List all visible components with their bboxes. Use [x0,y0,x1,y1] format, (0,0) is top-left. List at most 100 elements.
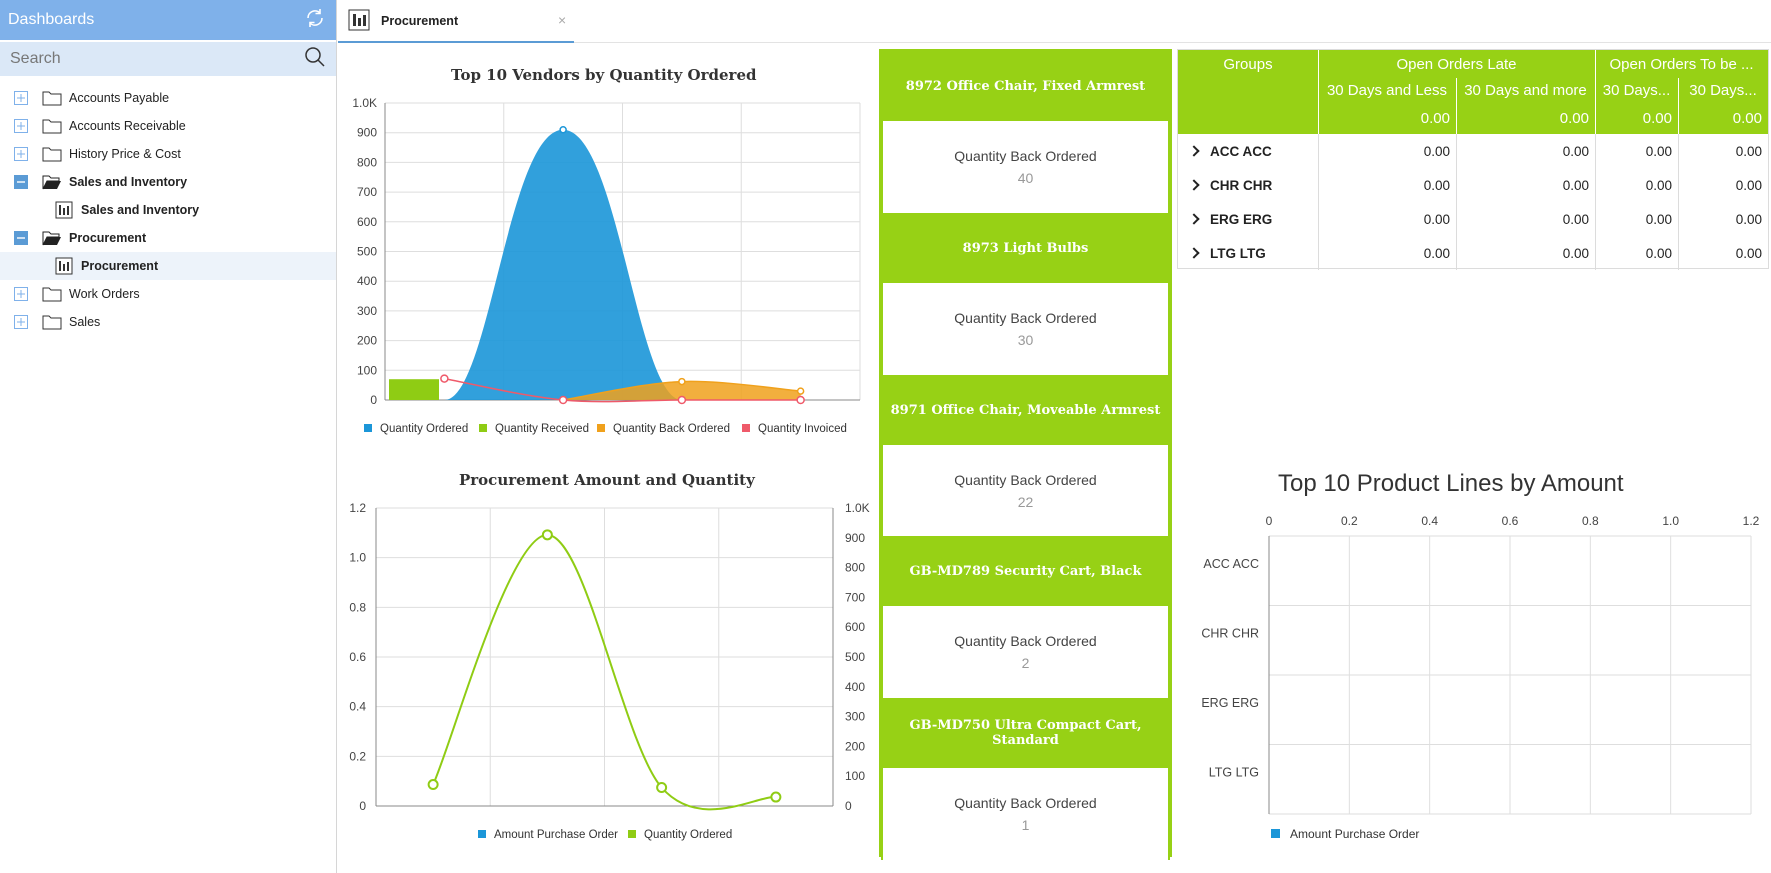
back-order-card[interactable]: GB-MD789 Security Cart, Black Quantity Ba… [881,536,1170,698]
y-tick-label: 1.0K [352,96,377,110]
vendors-chart: 1.0K 900 800 700 600 500 400 300 200 100 0 Quantity… [352,96,861,435]
expand-icon[interactable] [14,91,28,105]
x-tick-label: 0.2 [1341,514,1358,528]
point-quantity-back-ordered [796,387,805,395]
grid-column-header[interactable]: 30 Days and Less [1326,81,1448,99]
tree-item-label: Accounts Payable [69,91,170,105]
back-order-card[interactable]: 8972 Office Chair, Fixed Armrest Quantity… [881,51,1170,213]
column-divider [1678,134,1679,270]
back-order-card[interactable]: GB-MD750 Ultra Compact Cart, Standard Qua… [881,698,1170,860]
grid-column-header[interactable]: 30 Days... [1602,81,1671,99]
header-divider [1595,50,1596,134]
tab-procurement[interactable]: Procurement × [338,0,574,43]
grid-cell: 0.00 [1645,211,1672,227]
grid-cell: 0.00 [1735,245,1762,261]
tree-item-sales[interactable]: Sales [0,308,336,336]
grid-row-label[interactable]: ERG ERG [1188,202,1273,236]
legend-swatch [479,424,487,432]
y-tick-label: 0.2 [349,749,366,763]
search-placeholder: Search [10,50,61,67]
tree-item-accounts-receivable[interactable]: Accounts Receivable [0,112,336,140]
grid-cell: 0.00 [1735,177,1762,193]
tree-item-sales-and-inventory[interactable]: Sales and Inventory [0,168,336,196]
refresh-icon[interactable] [304,7,326,34]
tree-item-work-orders[interactable]: Work Orders [0,280,336,308]
tree-item-accounts-payable[interactable]: Accounts Payable [0,84,336,112]
y-tick-label: 700 [357,185,377,199]
grid-group-header[interactable]: Open Orders To be ... [1609,55,1754,73]
tree-item-sales-and-inventory-dashboard[interactable]: Sales and Inventory [0,196,336,224]
card-body: Quantity Back Ordered 2 [881,606,1170,698]
y2-tick-label: 100 [845,769,865,783]
legend-swatch [742,424,750,432]
collapse-icon[interactable] [14,175,28,189]
card-metric-label: Quantity Back Ordered [954,795,1097,811]
y2-tick-label: 400 [845,680,865,694]
grid-row-name: CHR CHR [1210,177,1273,193]
tree-item-label: Work Orders [69,287,140,301]
grid-group-header[interactable]: Open Orders Late [1396,55,1517,73]
column-divider [1456,134,1457,270]
dashboard-icon [55,201,73,219]
folder-icon [42,315,62,330]
back-order-card[interactable]: 8973 Light Bulbs Quantity Back Ordered 30 [881,213,1170,375]
collapse-icon[interactable] [14,231,28,245]
vendors-chart-title: Top 10 Vendors by Quantity Ordered [451,66,757,84]
expand-icon[interactable] [14,119,28,133]
folder-icon [42,147,62,162]
search-input[interactable]: Search [0,42,336,76]
tree-item-history-price-cost[interactable]: History Price & Cost [0,140,336,168]
card-title: 8972 Office Chair, Fixed Armrest [881,51,1170,121]
grid-row-label[interactable]: CHR CHR [1188,168,1273,202]
legend-label: Quantity Ordered [380,423,468,435]
chevron-right-icon[interactable] [1188,213,1200,225]
y-tick-label: 0.6 [349,650,366,664]
grid-total-cell: 0.00 [1642,109,1672,127]
folder-icon [42,91,62,106]
point-quantity-ordered [559,125,567,134]
grid-cell: 0.00 [1562,211,1589,227]
tree-item-procurement-dashboard[interactable]: Procurement [0,252,336,280]
close-icon[interactable]: × [558,12,567,28]
grid-cell: 0.00 [1423,177,1450,193]
folder-icon [42,119,62,134]
chevron-right-icon[interactable] [1188,179,1200,191]
expand-icon[interactable] [14,315,28,329]
chevron-right-icon[interactable] [1188,247,1200,259]
legend-swatch [597,424,605,432]
dashboard-tree: Accounts Payable Accounts Receivable His… [0,76,336,336]
search-icon[interactable] [304,46,326,73]
grid-groups-header[interactable]: Groups [1223,55,1273,73]
grid-row-label[interactable]: LTG LTG [1188,236,1266,270]
y-tick-label: 800 [357,155,377,169]
grid-cell: 0.00 [1562,143,1589,159]
column-divider [1318,134,1319,270]
y-tick-label: 600 [357,215,377,229]
expand-icon[interactable] [14,287,28,301]
card-metric-value: 1 [1021,817,1030,833]
y2-tick-label: 600 [845,620,865,634]
tab-bar: Procurement × [338,0,1771,43]
y2-tick-label: 700 [845,590,865,604]
y-tick-label: 1.2 [349,501,366,515]
grid-column-header[interactable]: 30 Days and more [1464,81,1587,99]
series-quantity-invoiced-line [444,377,801,403]
grid-header [1178,50,1768,134]
sidebar: Dashboards Search Accounts Payable Accou… [0,0,337,873]
tree-item-procurement[interactable]: Procurement [0,224,336,252]
back-order-card[interactable]: 8971 Office Chair, Moveable Armrest Quant… [881,375,1170,537]
chevron-right-icon[interactable] [1188,145,1200,157]
card-body: Quantity Back Ordered 1 [881,768,1170,860]
grid-row-label[interactable]: ACC ACC [1188,134,1272,168]
grid-cell: 0.00 [1562,177,1589,193]
grid-cell: 0.00 [1735,143,1762,159]
expand-icon[interactable] [14,147,28,161]
back-order-cards: 8972 Office Chair, Fixed Armrest Quantity… [879,49,1172,860]
grid-cell: 0.00 [1645,143,1672,159]
legend-label: Quantity Received [495,423,589,435]
grid-column-header[interactable]: 30 Days... [1689,81,1757,99]
grid-row-name: ERG ERG [1210,211,1273,227]
procurement-chart: 1.2 1.0 0.8 0.6 0.4 0.2 0 1.0K 900 800 700 600 500 40… [349,501,869,841]
point-quantity-invoiced [558,395,568,405]
y-tick-label: 500 [357,245,377,259]
